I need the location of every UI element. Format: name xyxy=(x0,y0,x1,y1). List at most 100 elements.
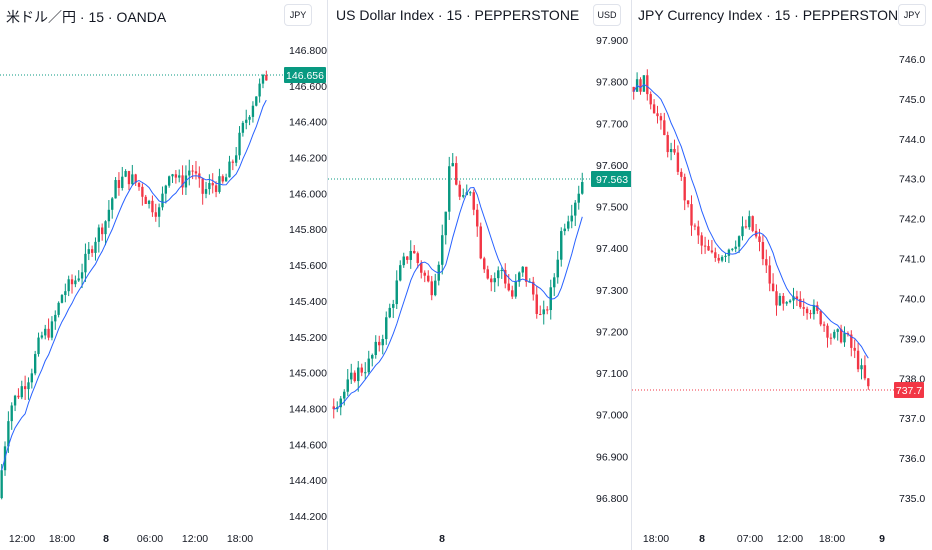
candle xyxy=(833,329,836,340)
candle xyxy=(127,170,131,191)
y-tick-label: 97.100 xyxy=(596,368,628,380)
dxy-panel[interactable]: 97.900 97.800 97.700 97.600 97.500 97.400 97.3… xyxy=(328,0,631,550)
candle xyxy=(727,248,731,264)
candle xyxy=(659,112,663,130)
y-tick-label: 145.200 xyxy=(289,332,327,344)
candle xyxy=(472,189,475,216)
candle xyxy=(255,96,258,107)
y-tick-label: 97.700 xyxy=(596,118,628,130)
candle xyxy=(703,236,707,254)
candle xyxy=(451,153,454,167)
candle xyxy=(734,240,737,253)
candle xyxy=(731,248,734,252)
currency-label[interactable]: JPY xyxy=(898,4,926,26)
jpy-index-chart[interactable]: 746.0 745.0 744.0 743.0 742.0 741.0 740.0 739.0… xyxy=(632,0,932,550)
y-tick-label: 145.000 xyxy=(289,368,327,380)
dxy-chart[interactable]: 97.900 97.800 97.700 97.600 97.500 97.400 97.3… xyxy=(328,0,631,550)
candle xyxy=(141,183,144,206)
candle xyxy=(20,380,23,400)
candle xyxy=(374,335,377,359)
candle xyxy=(714,247,717,262)
x-tick-label: 8 xyxy=(103,533,109,545)
candle xyxy=(174,170,178,184)
candle xyxy=(151,195,154,217)
candle xyxy=(265,70,268,81)
y-tick-label: 144.400 xyxy=(289,475,327,487)
candle xyxy=(64,283,67,303)
candle xyxy=(40,331,44,340)
y-tick-label: 145.400 xyxy=(289,296,327,308)
candle xyxy=(144,194,147,204)
x-tick-label: 9 xyxy=(879,533,885,545)
y-tick-label: 97.200 xyxy=(596,326,628,338)
candle xyxy=(490,275,493,292)
candle xyxy=(761,235,765,266)
candle xyxy=(360,363,363,377)
candle xyxy=(84,243,87,282)
candle xyxy=(829,333,833,345)
candle xyxy=(646,69,649,101)
candle xyxy=(700,232,703,255)
candle xyxy=(553,273,556,296)
candle xyxy=(707,239,710,251)
candle xyxy=(107,200,111,228)
candle xyxy=(788,299,792,304)
jpy-index-panel[interactable]: 746.0 745.0 744.0 743.0 742.0 741.0 740.0 739.0… xyxy=(632,0,932,550)
candle xyxy=(581,172,584,195)
usdjpy-chart[interactable]: 146.800 146.600 146.400 146.200 146.000 145.8… xyxy=(0,0,327,550)
candle xyxy=(574,200,577,227)
candle xyxy=(843,326,846,347)
candle xyxy=(720,255,724,263)
candle xyxy=(235,147,238,167)
y-tick-label: 96.800 xyxy=(596,493,628,505)
candle xyxy=(381,334,384,355)
candle xyxy=(518,271,521,287)
candle xyxy=(741,216,744,241)
candle xyxy=(224,173,228,182)
x-tick-label: 12:00 xyxy=(9,533,35,545)
candle xyxy=(751,215,754,233)
y-tick-label: 742.0 xyxy=(899,214,925,226)
candle xyxy=(101,223,104,241)
candle xyxy=(521,266,524,277)
chart-title: JPY Currency Index · 15 · PEPPERSTONE xyxy=(638,7,908,23)
candle xyxy=(673,139,676,155)
candle xyxy=(686,200,690,208)
usdjpy-panel[interactable]: 146.800 146.600 146.400 146.200 146.000 145.8… xyxy=(0,0,327,550)
candle xyxy=(771,273,775,292)
candle xyxy=(13,394,17,412)
y-tick-label: 97.500 xyxy=(596,202,628,214)
currency-label[interactable]: JPY xyxy=(284,4,312,26)
y-tick-label: 746.0 xyxy=(899,54,925,66)
candle xyxy=(77,270,80,282)
candle xyxy=(157,203,161,228)
candle xyxy=(214,181,218,198)
candle xyxy=(737,235,741,254)
candle xyxy=(744,219,748,229)
candle xyxy=(493,272,496,293)
y-tick-label: 146.000 xyxy=(289,188,327,200)
candle xyxy=(161,186,164,211)
candle xyxy=(34,350,37,376)
candle xyxy=(570,204,573,229)
candle xyxy=(836,328,839,341)
candle xyxy=(656,105,659,124)
candle xyxy=(444,211,447,245)
candle xyxy=(567,215,570,232)
candle xyxy=(676,145,680,176)
candle xyxy=(448,156,451,220)
candle xyxy=(563,223,566,236)
currency-label[interactable]: USD xyxy=(593,4,621,26)
candle xyxy=(486,265,489,280)
candle xyxy=(710,240,714,254)
candle xyxy=(47,318,50,341)
y-tick-label: 735.0 xyxy=(899,493,925,505)
moving-average-line xyxy=(633,83,869,359)
y-tick-label: 743.0 xyxy=(899,174,925,186)
last-price-label: 97.563 xyxy=(596,174,628,186)
candle xyxy=(406,255,409,264)
candle xyxy=(392,299,395,319)
candle xyxy=(111,196,114,219)
candle xyxy=(168,175,171,188)
candle xyxy=(441,224,444,275)
